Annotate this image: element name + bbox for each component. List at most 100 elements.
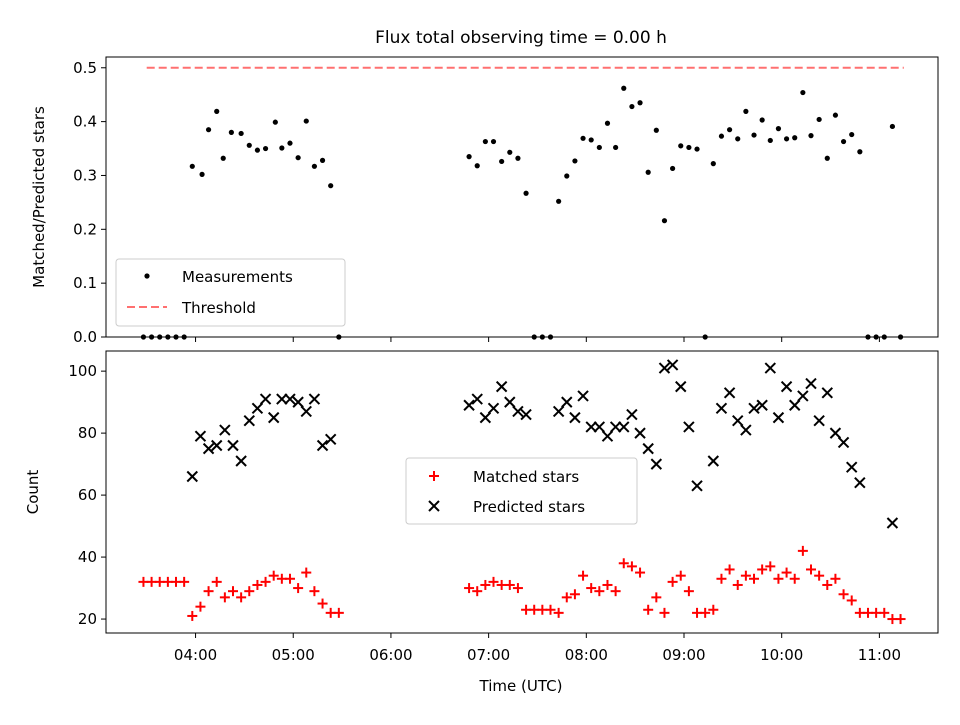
- matched-stars-point: [626, 561, 637, 572]
- x-tick-label: 06:00: [369, 646, 412, 664]
- bottom-y-axis: 20 40 60 80 100: [68, 362, 106, 628]
- predicted-stars-point: [561, 396, 573, 408]
- predicted-stars-point: [666, 359, 679, 371]
- x-tick-label: 04:00: [174, 646, 217, 664]
- matched-stars-point: [480, 579, 491, 590]
- y-tick-label: 0.5: [73, 59, 97, 77]
- matched-stars-point: [219, 592, 230, 603]
- x-tick-label: 08:00: [565, 646, 608, 664]
- measurement-point: [881, 334, 887, 340]
- top-legend: Measurements Threshold: [115, 258, 346, 327]
- matched-stars-point: [227, 586, 238, 597]
- predicted-stars-point: [520, 408, 532, 421]
- predicted-stars-point: [569, 411, 581, 424]
- predicted-stars-point: [194, 430, 207, 442]
- matched-stars-point: [740, 570, 751, 581]
- predicted-stars-point: [829, 427, 842, 439]
- y-tick-label: 0.3: [73, 166, 97, 184]
- predicted-stars-point: [740, 424, 752, 436]
- predicted-stars-point: [235, 455, 247, 467]
- matched-stars-point: [610, 586, 621, 597]
- matched-stars-point: [749, 573, 760, 584]
- predicted-stars-point: [748, 402, 760, 415]
- legend-predicted-marker: [428, 500, 440, 512]
- measurement-point: [238, 130, 244, 137]
- top-y-axis-label: Matched/Predicted stars: [30, 106, 48, 288]
- legend-measurements-marker: [144, 273, 150, 279]
- matched-stars-point: [602, 579, 613, 590]
- matched-stars-point: [472, 586, 483, 597]
- bottom-x-axis: 04:00 05:00 06:00 07:00 08:00 09:00 10:00 11:00: [174, 633, 901, 664]
- predicted-stars-point: [845, 461, 858, 473]
- measurement-point: [173, 334, 179, 340]
- top-x-axis: [195, 337, 880, 342]
- legend-matched-label: Matched stars: [473, 468, 579, 486]
- predicted-stars-point: [805, 377, 817, 390]
- measurement-point: [621, 85, 627, 91]
- measurement-point: [783, 136, 790, 142]
- measurement-point: [262, 145, 269, 152]
- measurement-point: [254, 147, 261, 153]
- measurement-point: [596, 144, 602, 151]
- matched-stars-point: [822, 579, 833, 590]
- measurement-point: [816, 116, 822, 123]
- measurement-point: [295, 155, 301, 161]
- predicted-stars-point: [707, 455, 720, 467]
- measurement-point: [199, 171, 205, 177]
- predicted-stars-point: [618, 421, 630, 433]
- matched-stars-point: [651, 592, 662, 603]
- predicted-stars-point: [634, 427, 646, 439]
- measurement-point: [311, 163, 318, 169]
- predicted-stars-point: [780, 380, 793, 393]
- measurement-point: [148, 334, 155, 340]
- measurement-point: [661, 218, 668, 224]
- matched-stars-point: [765, 561, 776, 572]
- bottom-plot-area: [138, 359, 906, 625]
- matched-stars-point: [211, 576, 222, 587]
- measurement-point: [865, 334, 871, 340]
- measurement-point: [857, 149, 863, 155]
- predicted-stars-point: [495, 380, 508, 393]
- predicted-stars-point: [821, 387, 833, 399]
- matched-stars-point: [838, 589, 849, 600]
- predicted-stars-point: [219, 424, 231, 436]
- matched-stars-point: [464, 583, 475, 594]
- predicted-stars-point: [202, 442, 215, 455]
- matched-stars-point: [179, 576, 190, 587]
- matched-stars-point: [659, 607, 670, 618]
- measurement-point: [140, 334, 147, 340]
- predicted-stars-point: [609, 421, 622, 433]
- predicted-stars-point: [650, 458, 663, 470]
- predicted-stars-point: [471, 393, 483, 405]
- legend-measurements-label: Measurements: [182, 268, 293, 286]
- measurement-point: [645, 169, 651, 175]
- predicted-stars-point: [308, 393, 321, 405]
- predicted-stars-point: [292, 396, 304, 408]
- bottom-legend-frame: [405, 457, 638, 525]
- predicted-stars-point: [854, 476, 866, 489]
- matched-stars-point: [675, 570, 686, 581]
- matched-stars-point: [683, 586, 694, 597]
- predicted-stars-point: [691, 480, 703, 492]
- matched-stars-point: [724, 564, 735, 575]
- measurement-point: [743, 108, 749, 114]
- predicted-stars-point: [577, 390, 589, 402]
- measurement-point: [157, 334, 163, 340]
- measurement-point: [319, 157, 326, 163]
- matched-stars-point: [284, 573, 295, 584]
- measurement-point: [889, 123, 896, 130]
- predicted-stars-point: [886, 517, 899, 529]
- measurement-point: [678, 143, 684, 149]
- x-tick-label: 07:00: [467, 646, 510, 664]
- y-tick-label: 40: [78, 548, 97, 566]
- top-y-axis: 0.0 0.1 0.2 0.3 0.4 0.5: [73, 59, 106, 346]
- x-tick-label: 11:00: [858, 646, 901, 664]
- matched-stars-point: [512, 583, 523, 594]
- predicted-stars-point: [552, 405, 565, 418]
- bottom-plot-frame: [105, 350, 939, 634]
- measurement-point: [564, 173, 570, 179]
- matched-stars-point: [252, 579, 263, 590]
- measurement-point: [279, 145, 285, 151]
- y-tick-label: 60: [78, 486, 97, 504]
